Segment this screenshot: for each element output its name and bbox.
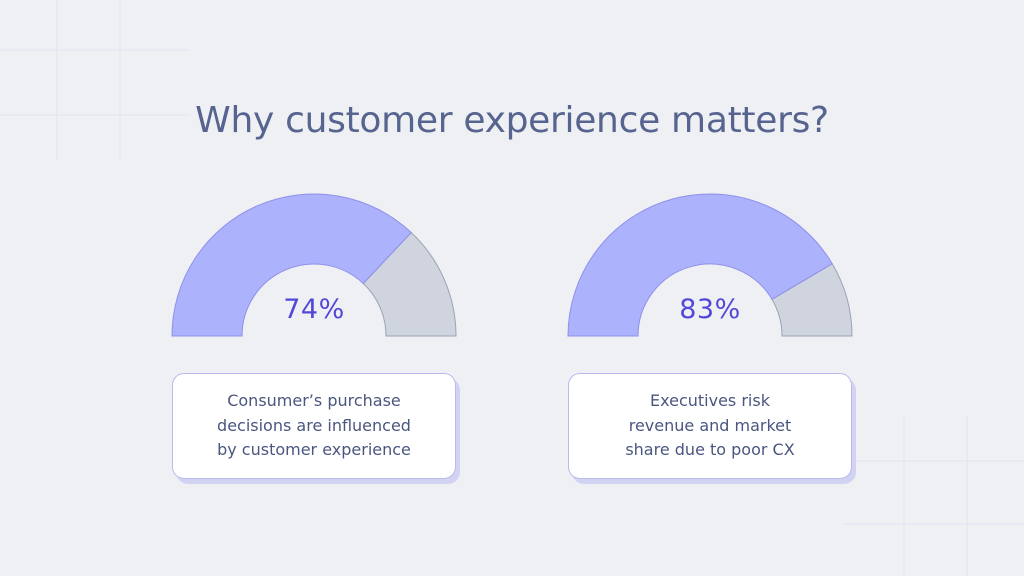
gauge-chart-consumer: 74%: [164, 186, 464, 346]
page-title: Why customer experience matters?: [195, 100, 829, 141]
description-card-executives: Executives risk revenue and market share…: [568, 373, 852, 479]
gauge-chart-executives: 83%: [560, 186, 860, 346]
gauge-svg: [567, 193, 853, 337]
gauge-remaining-arc: [362, 231, 457, 337]
gauge-filled-arc: [567, 193, 833, 337]
gauge-filled-arc: [171, 193, 412, 337]
gauge-value-label: 83%: [679, 294, 741, 325]
card-description: Consumer’s purchase decisions are influe…: [217, 391, 411, 460]
gauge-remaining-arc: [771, 263, 853, 337]
description-card-consumer: Consumer’s purchase decisions are influe…: [172, 373, 456, 479]
decorative-grid-top-left: [0, 0, 190, 160]
card-description: Executives risk revenue and market share…: [625, 391, 795, 460]
gauge-svg: [171, 193, 457, 337]
gauge-value-label: 74%: [283, 294, 345, 325]
